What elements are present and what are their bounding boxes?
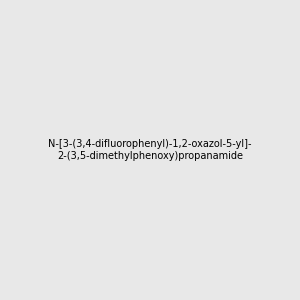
Text: N-[3-(3,4-difluorophenyl)-1,2-oxazol-5-yl]-
2-(3,5-dimethylphenoxy)propanamide: N-[3-(3,4-difluorophenyl)-1,2-oxazol-5-y… [48,139,252,161]
